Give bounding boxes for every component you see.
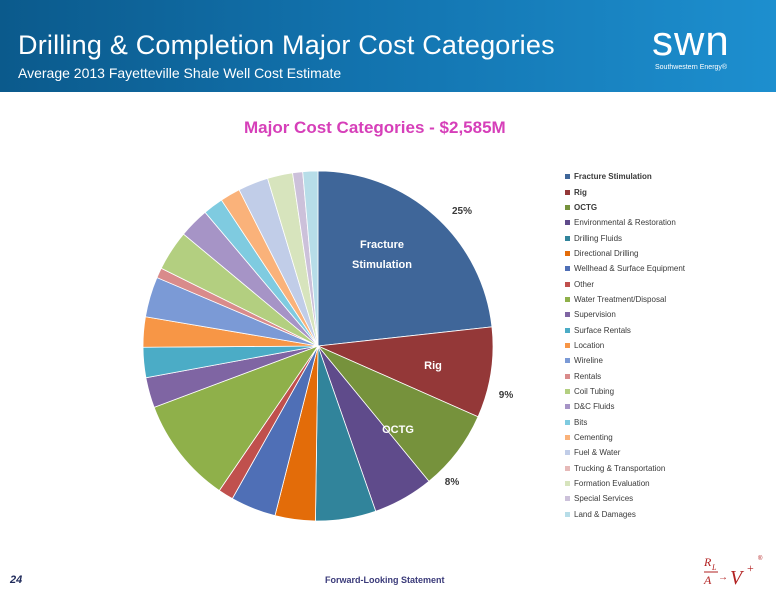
legend-item: Drilling Fluids (565, 230, 685, 245)
legend-item: Wellhead & Surface Equipment (565, 261, 685, 276)
legend-label: Rentals (574, 371, 602, 381)
header-banner: Drilling & Completion Major Cost Categor… (0, 0, 776, 92)
svg-text:L: L (711, 563, 717, 572)
legend-swatch (565, 235, 570, 241)
slice-label: Rig (424, 360, 442, 372)
legend-swatch (565, 296, 570, 302)
forward-looking-statement-link[interactable]: Forward-Looking Statement (325, 575, 445, 585)
slide-subtitle: Average 2013 Fayetteville Shale Well Cos… (18, 65, 342, 81)
legend-label: Land & Damages (574, 509, 636, 519)
legend-label: Fuel & Water (574, 448, 621, 458)
legend-swatch (565, 419, 570, 425)
slide-title: Drilling & Completion Major Cost Categor… (18, 30, 555, 60)
legend-item: Fuel & Water (565, 445, 685, 460)
legend-label: D&C Fluids (574, 402, 615, 412)
legend-item: Land & Damages (565, 507, 685, 522)
legend-swatch (565, 189, 570, 195)
legend-item: Bits (565, 415, 685, 430)
legend-label: Special Services (574, 494, 634, 504)
legend-swatch (565, 174, 570, 180)
legend-item: Special Services (565, 491, 685, 506)
slice-label: Fracture Stimulation (352, 239, 412, 271)
legend-item: Coil Tubing (565, 384, 685, 399)
legend-label: Supervision (574, 310, 616, 320)
legend-label: Surface Rentals (574, 325, 631, 335)
slice-percent-label: 25% (452, 206, 472, 217)
company-logo: swn (652, 17, 730, 64)
svg-text:®: ® (758, 555, 763, 562)
legend-swatch (565, 327, 570, 333)
page-number: 24 (10, 574, 23, 586)
legend-item: Environmental & Restoration (565, 215, 685, 230)
legend-swatch (565, 266, 570, 272)
legend-swatch (565, 204, 570, 210)
legend-swatch (565, 281, 570, 287)
slice-percent-label: 8% (445, 477, 460, 488)
legend-swatch (565, 388, 570, 394)
legend-label: Other (574, 279, 595, 289)
legend-item: Rig (565, 184, 685, 199)
legend-item: D&C Fluids (565, 399, 685, 414)
legend-label: Cementing (574, 433, 613, 443)
slice-label: OCTG (382, 424, 414, 436)
legend-swatch (565, 250, 570, 256)
legend-swatch (565, 220, 570, 226)
legend-label: Drilling Fluids (574, 233, 623, 243)
legend-item: Formation Evaluation (565, 476, 685, 491)
svg-text:R: R (703, 555, 712, 569)
chart-legend: Fracture Stimulation Rig OCTG Environmental… (565, 169, 685, 522)
footer-logo-icon: R L A → V + ® (703, 555, 763, 589)
legend-label: Rig (574, 187, 587, 197)
legend-label: Environmental & Restoration (574, 218, 676, 228)
legend-swatch (565, 358, 570, 364)
legend-label: Coil Tubing (574, 386, 615, 396)
legend-item: Cementing (565, 430, 685, 445)
legend-swatch (565, 511, 570, 517)
legend-label: Directional Drilling (574, 248, 639, 258)
legend-swatch (565, 312, 570, 318)
legend-swatch (565, 450, 570, 456)
legend-item: Trucking & Transportation (565, 461, 685, 476)
legend-item: Water Treatment/Disposal (565, 292, 685, 307)
legend-label: Formation Evaluation (574, 479, 650, 489)
legend-swatch (565, 496, 570, 502)
pie-slice-land-damages (302, 170, 319, 347)
pie-slice-rig (316, 326, 494, 418)
legend-swatch (565, 404, 570, 410)
svg-text:+: + (747, 561, 754, 575)
legend-item: Directional Drilling (565, 246, 685, 261)
legend-swatch (565, 373, 570, 379)
svg-text:V: V (730, 567, 745, 589)
legend-item: Rentals (565, 368, 685, 383)
slice-percent-label: 9% (499, 390, 514, 401)
legend-label: OCTG (574, 202, 598, 212)
legend-label: Trucking & Transportation (574, 463, 666, 473)
legend-label: Water Treatment/Disposal (574, 294, 667, 304)
pie-slice-water-treatment-disposal (153, 345, 320, 492)
chart-title: Major Cost Categories - $2,585M (244, 118, 506, 137)
legend-label: Fracture Stimulation (574, 172, 652, 182)
legend-item: Other (565, 276, 685, 291)
legend-label: Location (574, 340, 605, 350)
legend-label: Bits (574, 417, 588, 427)
pie-slice-fracture-stimulation (317, 170, 493, 347)
legend-label: Wellhead & Surface Equipment (574, 264, 686, 274)
legend-item: OCTG (565, 200, 685, 215)
legend-item: Fracture Stimulation (565, 169, 685, 184)
legend-label: Wireline (574, 356, 603, 366)
svg-text:→: → (718, 572, 728, 583)
legend-swatch (565, 435, 570, 441)
legend-item: Wireline (565, 353, 685, 368)
legend-swatch (565, 481, 570, 487)
legend-swatch (565, 342, 570, 348)
legend-item: Surface Rentals (565, 322, 685, 337)
legend-swatch (565, 465, 570, 471)
company-logo-subtext: Southwestern Energy® (655, 64, 728, 71)
legend-item: Supervision (565, 307, 685, 322)
svg-text:A: A (703, 573, 712, 587)
legend-item: Location (565, 338, 685, 353)
